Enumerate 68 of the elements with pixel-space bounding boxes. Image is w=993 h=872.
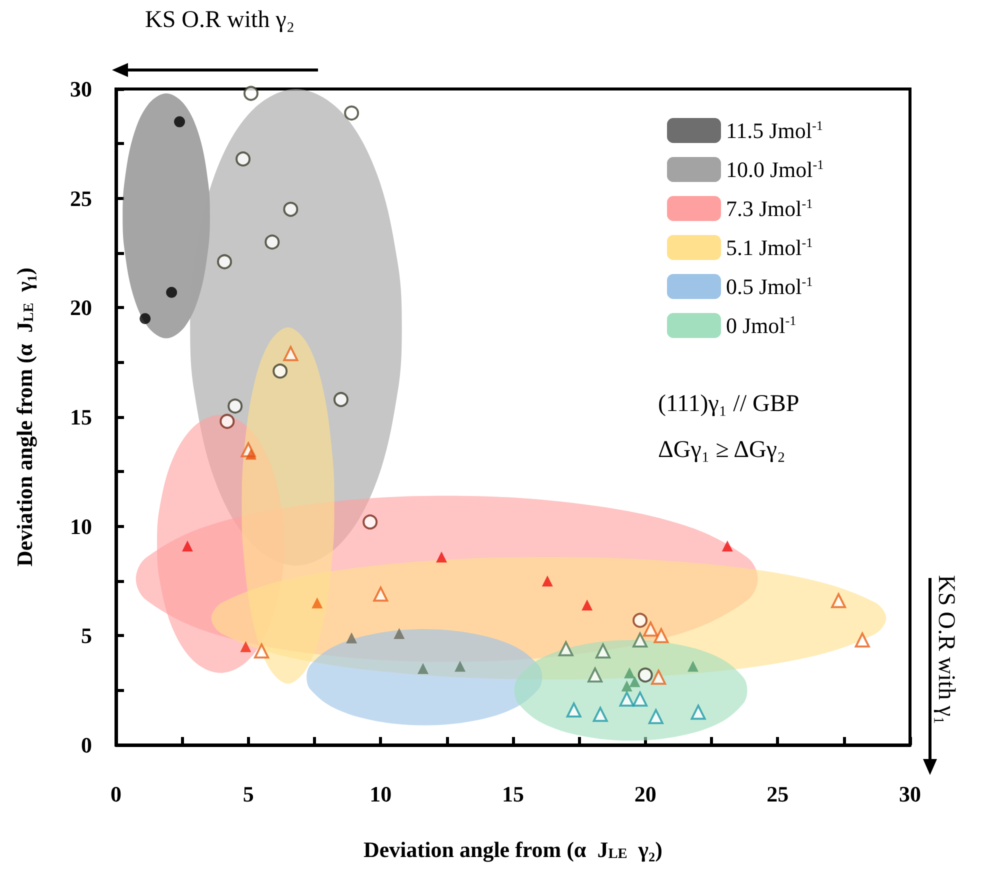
- point: [217, 254, 232, 270]
- point: [394, 628, 405, 639]
- point: [690, 704, 706, 720]
- point: [362, 514, 378, 530]
- point: [592, 706, 608, 722]
- point: [632, 612, 648, 628]
- y-tick-label: 0: [81, 732, 92, 758]
- x-tick-label: 10: [370, 782, 392, 806]
- point: [264, 234, 280, 250]
- x-tick-label: 15: [502, 782, 524, 806]
- point: [228, 398, 243, 414]
- x-tick-label: 5: [242, 782, 254, 806]
- point: [243, 86, 258, 101]
- point: [240, 641, 252, 652]
- point: [542, 576, 553, 586]
- annotation: ΔGγ₁ ≥ ΔGγ₂: [658, 437, 786, 463]
- point: [566, 702, 582, 718]
- annotation: (111)γ₁ // GBP: [658, 391, 800, 417]
- point: [687, 660, 698, 672]
- point: [582, 600, 593, 611]
- point: [333, 392, 348, 408]
- y-tick-label: 30: [70, 76, 92, 102]
- point: [621, 680, 632, 692]
- point: [182, 540, 193, 552]
- point: [283, 346, 298, 362]
- point: [140, 313, 151, 324]
- x-tick-label: 25: [766, 782, 789, 806]
- point: [283, 202, 298, 217]
- point: [854, 632, 870, 648]
- point: [236, 151, 251, 166]
- point: [588, 668, 603, 683]
- point: [643, 622, 658, 637]
- point: [629, 676, 640, 688]
- point: [373, 586, 388, 602]
- point: [831, 593, 846, 608]
- point: [722, 540, 733, 552]
- x-axis-title: Deviation angle from (α JLE γ₂): [364, 836, 662, 862]
- point: [654, 628, 669, 644]
- point: [638, 668, 653, 683]
- y-tick-label: 10: [70, 514, 92, 539]
- point: [632, 692, 648, 707]
- point: [454, 660, 466, 672]
- point: [436, 551, 448, 562]
- y-tick-label: 25: [70, 186, 92, 211]
- point: [174, 116, 186, 128]
- y-tick-label: 15: [70, 404, 92, 430]
- point: [619, 692, 634, 707]
- point: [418, 662, 429, 674]
- point: [595, 643, 610, 658]
- point: [632, 632, 648, 648]
- x-tick-label: 30: [899, 782, 921, 806]
- point: [220, 414, 235, 429]
- x-tick-label: 0: [110, 782, 122, 806]
- y-axis-title: Deviation angle from (α JLE γ₁): [12, 268, 38, 566]
- point: [166, 286, 178, 298]
- y-tick-label: 5: [81, 623, 92, 648]
- point: [272, 364, 288, 379]
- point: [346, 632, 358, 644]
- point: [648, 709, 664, 724]
- x-tick-label: 20: [634, 782, 656, 806]
- point: [254, 643, 270, 658]
- text: KS O.R with γ₁: [933, 575, 959, 725]
- point: [312, 597, 323, 608]
- point: [558, 641, 574, 656]
- text: KS O.R with γ₂: [145, 7, 295, 33]
- point: [651, 670, 666, 685]
- point: [624, 667, 635, 678]
- y-tick-label: 20: [70, 295, 92, 320]
